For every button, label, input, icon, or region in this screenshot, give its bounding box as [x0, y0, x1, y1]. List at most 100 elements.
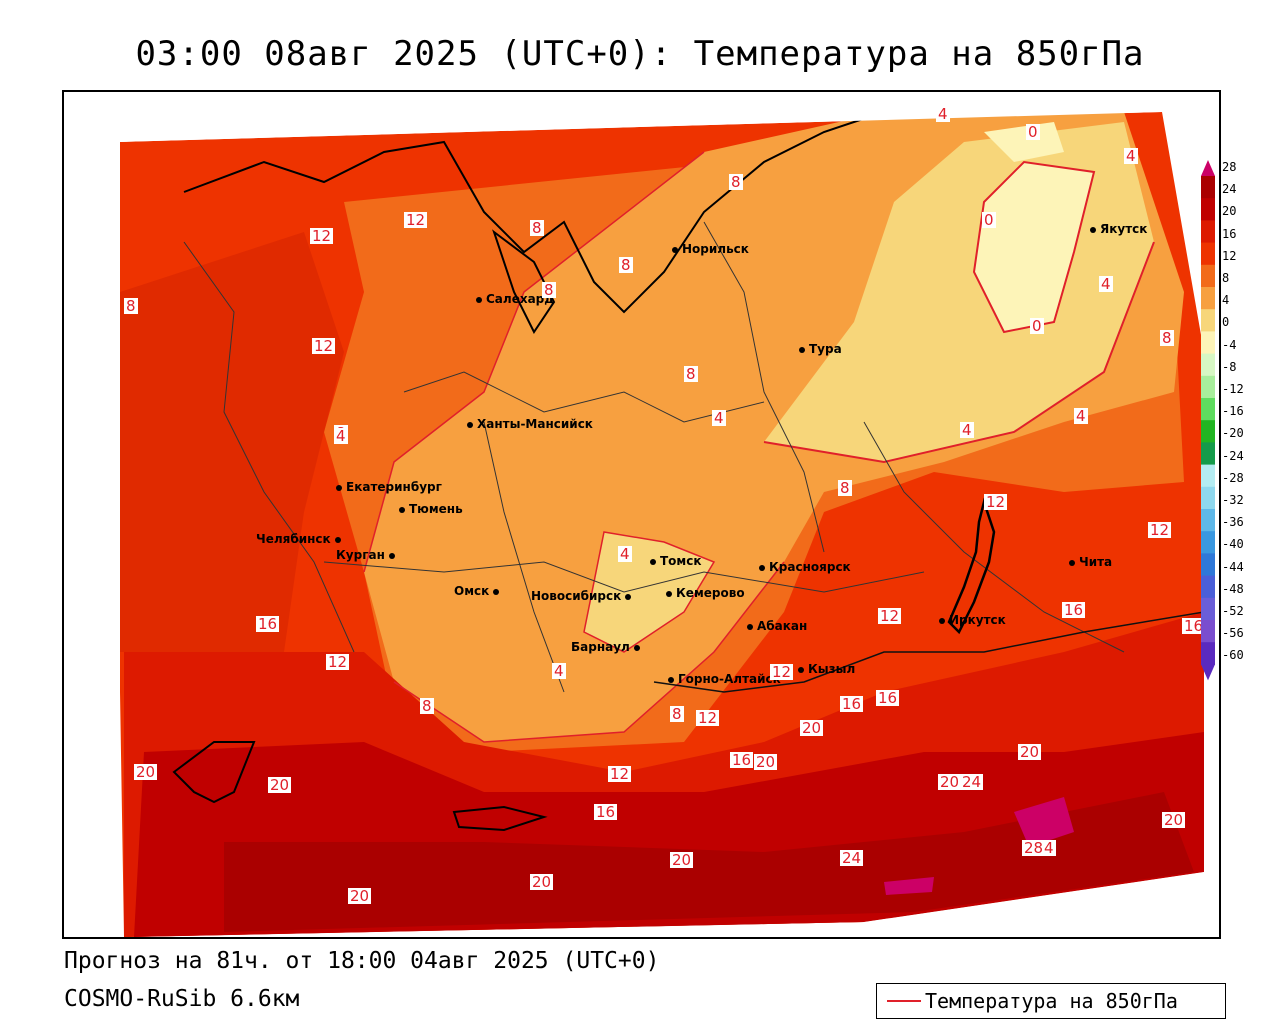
city-dot-icon: [798, 666, 804, 673]
colorbar-tick-label: -16: [1222, 404, 1244, 419]
city-dot-icon: [1069, 559, 1075, 566]
contour-label: 8: [838, 479, 852, 497]
colorbar-tick-label: -24: [1222, 448, 1244, 463]
colorbar-bottom-arrow: [1201, 664, 1215, 681]
city-irkutsk: Иркутск: [939, 613, 1006, 627]
city-yekaterinburg: Екатеринбург: [336, 480, 442, 494]
colorbar-segment: [1201, 531, 1215, 554]
city-yakutsk: Якутск: [1090, 222, 1147, 236]
colorbar-segment: [1201, 398, 1215, 421]
contour-label: 20: [1018, 743, 1042, 761]
colorbar-segment: [1201, 242, 1215, 266]
legend-label: Температура на 850гПа: [925, 989, 1178, 1013]
city-dot-icon: [747, 623, 753, 630]
temperature-field: [64, 92, 1219, 937]
contour-label: 20: [800, 719, 824, 737]
contour-label: 4: [936, 105, 950, 123]
colorbar-segment: [1201, 486, 1215, 510]
contour-label: 12: [696, 709, 720, 727]
colorbar-segment: [1201, 331, 1215, 355]
city-dot-icon: [336, 484, 342, 491]
colorbar-tick-label: -60: [1222, 648, 1244, 663]
colorbar-segment: [1201, 420, 1215, 443]
colorbar-segment: [1201, 353, 1215, 377]
forecast-info: Прогноз на 81ч. от 18:00 04авг 2025 (UTC…: [64, 948, 660, 974]
city-dot-icon: [759, 564, 765, 571]
contour-label: 12: [1148, 521, 1172, 539]
contour-label: 4: [1074, 407, 1088, 425]
city-dot-icon: [467, 421, 473, 428]
colorbar-tick-label: -28: [1222, 470, 1244, 485]
colorbar-tick-label: 28: [1222, 160, 1237, 174]
contour-label: 20: [348, 887, 372, 905]
city-omsk: Омск: [454, 584, 503, 598]
contour-label: 16: [730, 751, 754, 769]
city-abakan: Абакан: [747, 619, 807, 633]
city-dot-icon: [666, 590, 672, 597]
city-krasnoyarsk: Красноярск: [759, 560, 851, 574]
city-dot-icon: [799, 346, 805, 353]
contour-label: 20: [1162, 811, 1186, 829]
contour-label: 4: [1099, 275, 1113, 293]
colorbar-segment: [1201, 442, 1215, 466]
contour-label: 4: [1042, 839, 1056, 857]
colorbar-tick-label: 24: [1222, 182, 1237, 197]
city-kemerovo: Кемерово: [666, 586, 745, 600]
colorbar-segment: [1201, 220, 1215, 244]
colorbar-tick-label: -32: [1222, 493, 1244, 507]
colorbar-segment: [1201, 509, 1215, 532]
legend-line-icon: [887, 1000, 921, 1002]
temperature-colorbar: [1201, 160, 1215, 681]
contour-label: 20: [670, 851, 694, 869]
contour-label: 20: [938, 773, 962, 791]
map-title: 03:00 08авг 2025 (UTC+0): Температура на…: [135, 34, 1145, 74]
colorbar-tick-label: 20: [1222, 204, 1237, 219]
colorbar-segment: [1201, 464, 1215, 488]
city-novosibirsk: Новосибирск: [531, 589, 635, 603]
colorbar-segment: [1201, 375, 1215, 399]
colorbar-tick-label: -4: [1222, 337, 1237, 352]
contour-label: 4: [712, 409, 726, 427]
contour-label: 12: [404, 211, 428, 229]
city-tyumen: Тюмень: [399, 502, 463, 516]
city-norilsk: Норильск: [672, 242, 749, 256]
colorbar-segment: [1201, 309, 1215, 332]
city-kurgan: Курган: [336, 548, 399, 562]
colorbar-segment: [1201, 176, 1215, 199]
colorbar-tick-label: 12: [1222, 248, 1237, 263]
city-dot-icon: [1090, 226, 1096, 233]
contour-label: 0: [1026, 123, 1040, 141]
colorbar-tick-label: 16: [1222, 226, 1237, 241]
city-chita: Чита: [1069, 555, 1112, 569]
city-dot-icon: [633, 644, 640, 651]
city-salekhard: Салехард: [476, 292, 554, 306]
contour-label: 4: [552, 662, 566, 680]
city-chelyabinsk: Челябинск: [256, 532, 345, 546]
colorbar-segment: [1201, 287, 1215, 310]
colorbar-tick-label: -40: [1222, 537, 1244, 552]
contour-label: 28: [1022, 839, 1046, 857]
city-dot-icon: [672, 246, 678, 253]
city-gorno-altaysk: Горно-Алтайск: [668, 672, 781, 686]
colorbar-tick-label: 4: [1222, 293, 1230, 308]
city-dot-icon: [493, 588, 500, 595]
contour-label: 12: [984, 493, 1008, 511]
contour-label: 8: [124, 297, 138, 315]
city-dot-icon: [334, 536, 341, 543]
contour-label: 0: [1030, 317, 1044, 335]
city-tomsk: Томск: [650, 554, 702, 568]
colorbar-tick-label: -52: [1222, 604, 1244, 618]
colorbar-segment: [1201, 264, 1215, 288]
colorbar-top-arrow: [1201, 160, 1215, 176]
contour-label: 4: [960, 421, 974, 439]
contour-label: 20: [530, 873, 554, 891]
colorbar-tick-label: -36: [1222, 515, 1244, 530]
contour-label: 8: [1160, 329, 1174, 347]
colorbar-tick-label: 8: [1222, 271, 1230, 285]
contour-label: 4: [618, 545, 632, 563]
colorbar-tick-label: -20: [1222, 426, 1244, 441]
colorbar-tick-label: -12: [1222, 382, 1244, 396]
contour-label: 8: [684, 365, 698, 383]
contour-label: 16: [256, 615, 280, 633]
map-legend: Температура на 850гПа: [876, 983, 1226, 1019]
